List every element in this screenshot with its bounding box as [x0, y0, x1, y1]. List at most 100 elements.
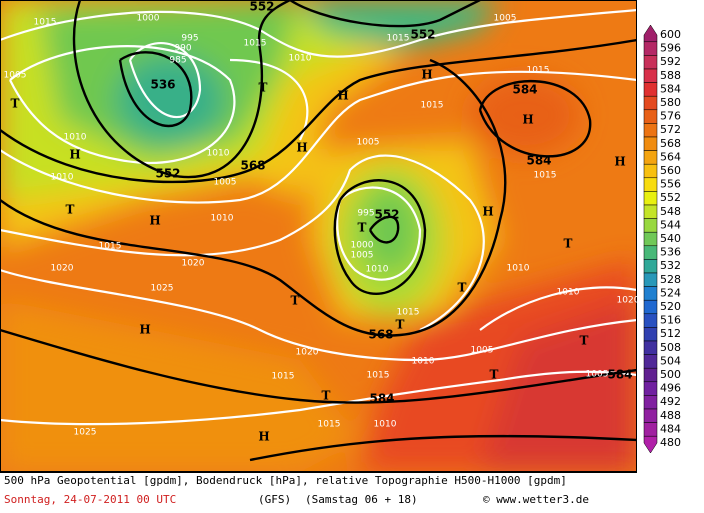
- color-scale-label: 516: [660, 314, 681, 327]
- isobar-label: 1020: [296, 348, 319, 358]
- geopotential-label: 568: [240, 159, 265, 173]
- color-swatch: [643, 408, 658, 423]
- geopotential-label: 584: [512, 83, 537, 97]
- color-swatch: [643, 191, 658, 206]
- isobar-label: 1015: [272, 372, 295, 382]
- footer-run: (Samstag 06 + 18): [305, 493, 418, 506]
- color-swatch: [643, 41, 658, 56]
- isobar-label: 1015: [318, 420, 341, 430]
- isobar-label: 1010: [557, 288, 580, 298]
- color-swatch: [643, 150, 658, 165]
- isobar-label: 1015: [244, 39, 267, 49]
- color-swatch: [643, 68, 658, 83]
- color-scale-label: 596: [660, 42, 681, 55]
- color-swatch: [643, 204, 658, 219]
- geopotential-label: 584: [607, 368, 632, 382]
- color-swatch: [643, 367, 658, 383]
- color-swatch: [643, 245, 658, 260]
- color-scale-label: 560: [660, 164, 681, 177]
- color-swatch: [643, 95, 658, 111]
- geopotential-contours: [0, 0, 637, 462]
- isobar-label: 1010: [64, 133, 87, 143]
- color-scale-label: 528: [660, 273, 681, 286]
- color-scale-label: 524: [660, 286, 681, 299]
- color-scale-label: 584: [660, 82, 681, 95]
- geopotential-label: 552: [410, 28, 435, 42]
- isobars: [0, 8, 637, 426]
- pressure-center: H: [139, 323, 150, 337]
- color-swatch: [643, 340, 658, 355]
- pressure-center: T: [396, 318, 405, 332]
- isobar-label: 1000: [137, 14, 160, 24]
- map-frame: [0, 0, 637, 472]
- pressure-center: T: [322, 389, 331, 403]
- color-scale-label: 496: [660, 382, 681, 395]
- isobar-label: 1010: [374, 420, 397, 430]
- pressure-center: T: [259, 81, 268, 95]
- color-swatch: [643, 136, 658, 151]
- isobar-label: 995: [357, 209, 374, 219]
- isobar-label: 1010: [507, 264, 530, 274]
- isobar-label: 1015: [421, 101, 444, 111]
- pressure-center: T: [358, 221, 367, 235]
- color-scale-label: 576: [660, 110, 681, 123]
- isobar-label: 1020: [617, 296, 640, 306]
- color-scale-label: 504: [660, 354, 681, 367]
- color-scale-label: 572: [660, 123, 681, 136]
- color-scale-label: 500: [660, 368, 681, 381]
- isobar-label: 1005: [351, 251, 374, 261]
- isobar-label: 1020: [51, 264, 74, 274]
- geopotential-label: 568: [368, 328, 393, 342]
- color-scale-label: 588: [660, 69, 681, 82]
- map-field: [0, 0, 637, 472]
- pressure-center: T: [490, 368, 499, 382]
- pressure-center: T: [564, 237, 573, 251]
- geopotential-label: 552: [249, 0, 274, 14]
- pressure-center: H: [149, 214, 160, 228]
- color-swatch: [643, 395, 658, 410]
- isobar-label: 1005: [357, 138, 380, 148]
- pressure-center: H: [614, 155, 625, 169]
- color-scale-label: 536: [660, 246, 681, 259]
- color-scale-label: 488: [660, 409, 681, 422]
- color-swatch: [643, 381, 658, 396]
- color-swatch: [643, 327, 658, 342]
- geopotential-label: 584: [526, 154, 551, 168]
- color-swatch: [643, 299, 658, 315]
- isobar-label: 1015: [99, 242, 122, 252]
- color-scale-label: 508: [660, 341, 681, 354]
- color-scale-label: 520: [660, 300, 681, 313]
- isobar-label: 1015: [387, 34, 410, 44]
- isobar-label: 1015: [367, 371, 390, 381]
- color-swatch: [643, 163, 658, 179]
- isobar-label: 1015: [534, 171, 557, 181]
- pressure-center: H: [522, 113, 533, 127]
- isobar-label: 1015: [527, 66, 550, 76]
- pressure-center: T: [66, 203, 75, 217]
- color-scale-label: 568: [660, 137, 681, 150]
- color-swatch: [643, 109, 658, 124]
- isobar-label: 1015: [34, 18, 57, 28]
- isobar-label: 990: [174, 44, 191, 54]
- color-scale-label: 580: [660, 96, 681, 109]
- color-swatch: [643, 286, 658, 301]
- pressure-center: T: [11, 97, 20, 111]
- color-scale-label: 552: [660, 191, 681, 204]
- color-swatch: [643, 313, 658, 328]
- isobar-label: 1005: [586, 370, 609, 380]
- color-scale-label: 484: [660, 422, 681, 435]
- geopotential-label: 552: [155, 167, 180, 181]
- isobar-label: 1015: [397, 308, 420, 318]
- color-scale-label: 492: [660, 395, 681, 408]
- isobar-label: 1010: [366, 265, 389, 275]
- isobar-label: 1020: [182, 259, 205, 269]
- pressure-center: H: [421, 68, 432, 82]
- isobar-label: 1005: [494, 14, 517, 24]
- color-swatch: [643, 231, 658, 247]
- color-scale-label: 540: [660, 232, 681, 245]
- pressure-center: H: [258, 430, 269, 444]
- footer-model: (GFS): [258, 493, 291, 506]
- color-swatch: [643, 272, 658, 287]
- color-swatch: [643, 218, 658, 233]
- isobar-label: 1025: [74, 428, 97, 438]
